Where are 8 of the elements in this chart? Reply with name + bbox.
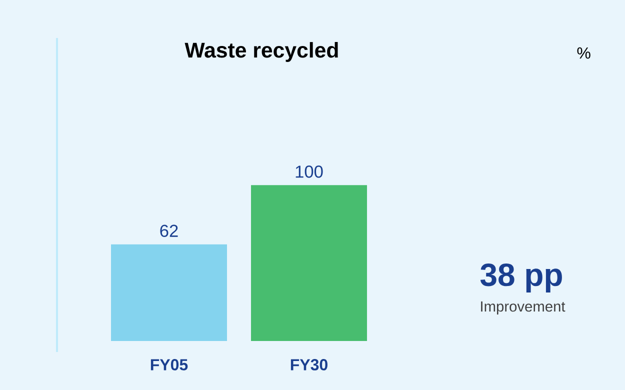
data-label: 62: [160, 224, 178, 238]
text: Improvement: [481, 301, 566, 315]
data-label: 100: [296, 166, 323, 178]
text: 38 pp: [480, 264, 562, 292]
x-tick-label: FY05: [150, 359, 188, 370]
chart-title: Waste recycled: [184, 42, 338, 62]
text: %: [577, 47, 590, 59]
x-tick-label: FY30: [290, 359, 328, 370]
